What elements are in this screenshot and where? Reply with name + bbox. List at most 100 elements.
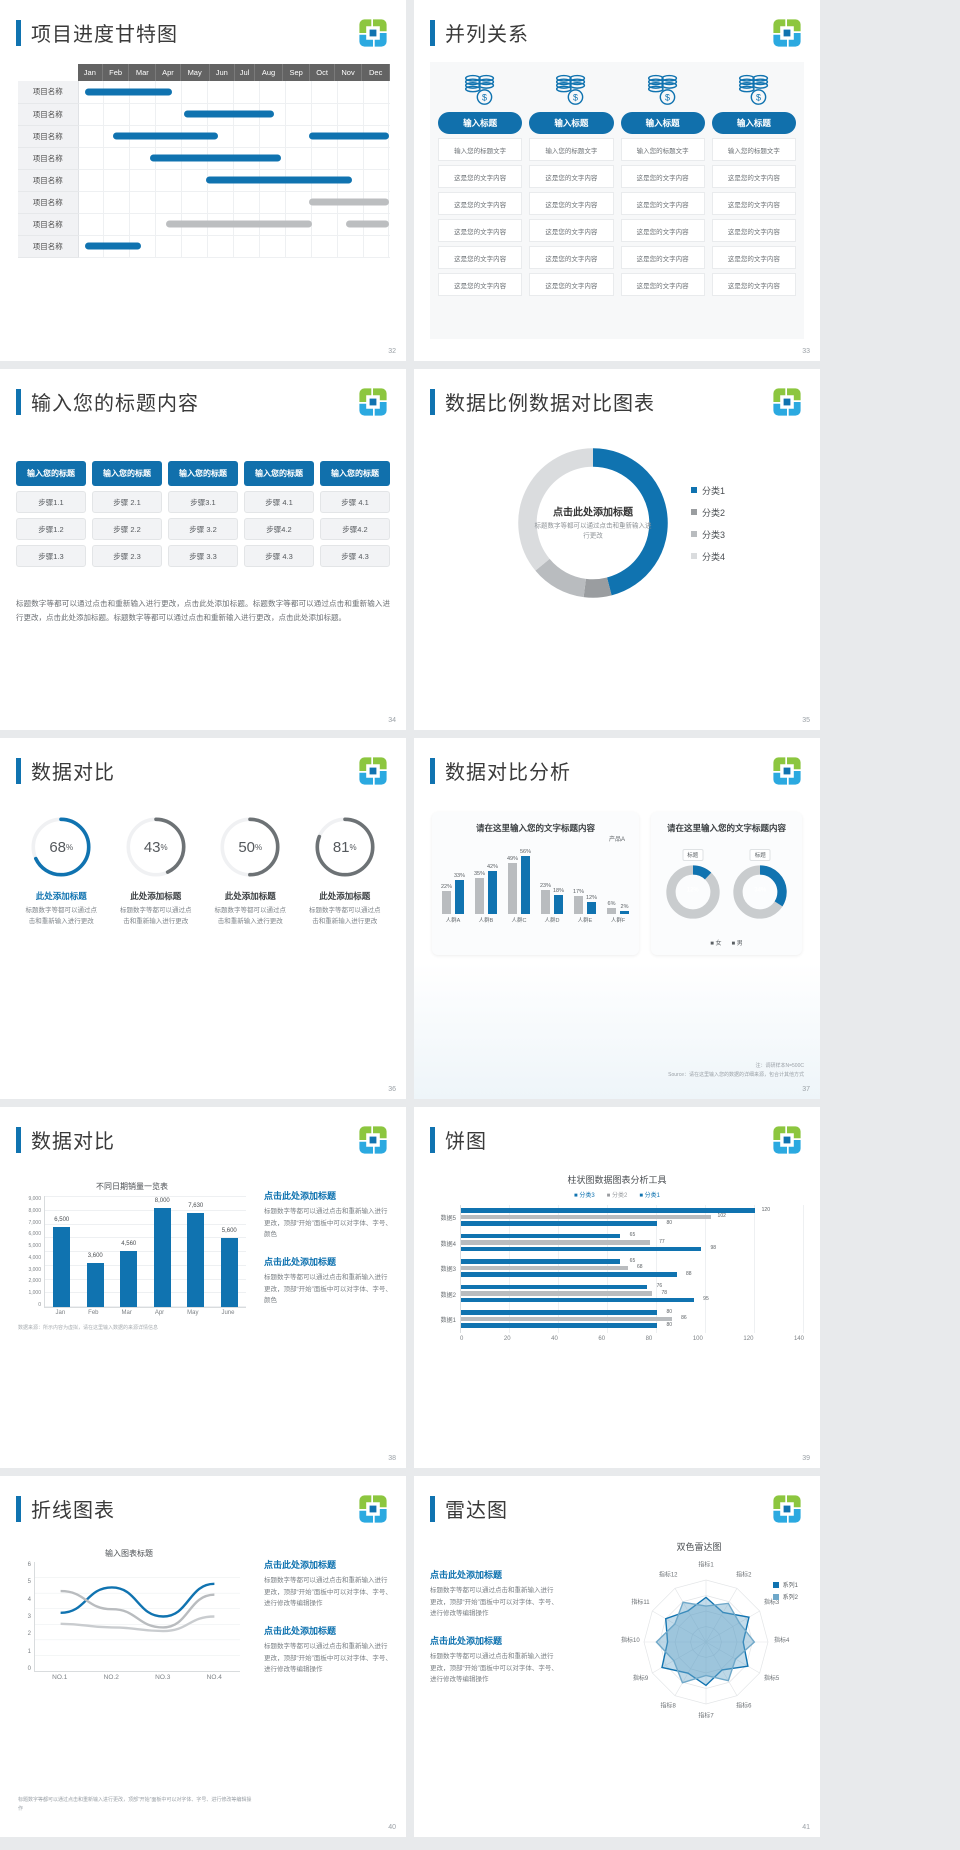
bar[interactable]: 98: [461, 1245, 716, 1251]
slide-thumbnail-40[interactable]: 折线图表 输入图表标题 6 5 4 3 2 1 0 NO.1 NO.2 NO.3 NO.4 点击此…: [0, 1476, 406, 1837]
slide-thumbnail-41[interactable]: 雷达图 双色雷达图 点击此处添加标题 标题数字等都可以通过点击和重新输入进行更改，…: [414, 1476, 820, 1837]
bar[interactable]: 120: [461, 1207, 770, 1213]
parallel-cell[interactable]: 这是您的文字内容: [620, 192, 705, 215]
ring-caption-title[interactable]: 此处添加标题: [130, 891, 182, 901]
parallel-cell[interactable]: 输入您的标题文字: [711, 138, 796, 161]
step-column-header[interactable]: 输入您的标题: [16, 461, 86, 486]
bar-rect[interactable]: [620, 911, 629, 914]
parallel-cell[interactable]: 这是您的文字内容: [529, 165, 614, 188]
parallel-cell[interactable]: 这是您的文字内容: [529, 219, 614, 242]
parallel-cell[interactable]: 这是您的文字内容: [711, 246, 796, 269]
step-box[interactable]: 步骤3.1: [168, 491, 238, 513]
donut-segment[interactable]: [592, 448, 668, 596]
block-title[interactable]: 点击此处添加标题: [264, 1257, 337, 1268]
bar[interactable]: 80: [461, 1322, 672, 1328]
block-title[interactable]: 点击此处添加标题: [430, 1570, 503, 1580]
step-box[interactable]: 步骤 2.2: [92, 518, 162, 540]
step-box[interactable]: 步骤 4.1: [320, 491, 390, 513]
bar-rect[interactable]: [541, 890, 550, 914]
parallel-pill-title[interactable]: 输入标题: [620, 112, 705, 134]
bar[interactable]: 88: [461, 1271, 692, 1277]
parallel-cell[interactable]: 这是您的文字内容: [529, 246, 614, 269]
parallel-cell[interactable]: 这是您的文字内容: [529, 273, 614, 296]
line-series-path[interactable]: [60, 1615, 215, 1633]
line-series-path[interactable]: [60, 1589, 215, 1629]
bar[interactable]: 68: [461, 1264, 643, 1270]
bar-rect[interactable]: [607, 907, 616, 914]
bar[interactable]: 7,630: [187, 1203, 205, 1307]
bar[interactable]: 102: [461, 1213, 726, 1219]
step-box[interactable]: 步骤1.2: [16, 518, 86, 540]
bar[interactable]: 77: [461, 1239, 665, 1245]
legend-item[interactable]: 系列1: [772, 1580, 798, 1589]
radar-series-path[interactable]: [661, 1596, 750, 1687]
line-series-path[interactable]: [60, 1582, 215, 1618]
bar-rect[interactable]: [508, 863, 517, 914]
bar-rect[interactable]: [574, 896, 583, 914]
step-box[interactable]: 步骤 4.1: [244, 491, 314, 513]
ring-caption-title[interactable]: 此处添加标题: [319, 891, 371, 901]
step-column-header[interactable]: 输入您的标题: [168, 461, 238, 486]
step-column-header[interactable]: 输入您的标题: [320, 461, 390, 486]
bar-rect[interactable]: [455, 879, 464, 914]
bar[interactable]: 8,000: [153, 1198, 171, 1307]
step-box[interactable]: 步骤 2.1: [92, 491, 162, 513]
step-box[interactable]: 步骤 3.2: [168, 518, 238, 540]
slide-thumbnail-39[interactable]: 饼图 柱状图数据图表分析工具 ■ 分类3 ■ 分类2 ■ 分类1 数据5 数据4 数据3…: [414, 1107, 820, 1468]
bar-rect[interactable]: [488, 870, 497, 914]
parallel-cell[interactable]: 这是您的文字内容: [711, 165, 796, 188]
step-column-header[interactable]: 输入您的标题: [244, 461, 314, 486]
step-box[interactable]: 步骤 4.3: [244, 545, 314, 567]
bar[interactable]: 80: [461, 1309, 672, 1315]
step-box[interactable]: 步骤4.2: [320, 518, 390, 540]
parallel-cell[interactable]: 这是您的文字内容: [620, 219, 705, 242]
bar-rect[interactable]: [554, 895, 563, 914]
slide-thumbnail-38[interactable]: 数据对比 不同日期销量一览表 9,000 8,000 7,000 6,000 5,000…: [0, 1107, 406, 1468]
parallel-cell[interactable]: 这是您的文字内容: [711, 192, 796, 215]
parallel-cell[interactable]: 这是您的文字内容: [438, 246, 523, 269]
parallel-cell[interactable]: 这是您的文字内容: [711, 219, 796, 242]
radar-series-path[interactable]: [655, 1601, 756, 1684]
bar[interactable]: 4,560: [120, 1241, 138, 1307]
bar-rect[interactable]: [475, 877, 484, 914]
legend-item[interactable]: 分类4: [690, 550, 725, 563]
legend-item[interactable]: 分类2: [690, 506, 725, 519]
bar[interactable]: 76: [461, 1283, 662, 1289]
parallel-cell[interactable]: 这是您的文字内容: [620, 246, 705, 269]
bar-rect[interactable]: [442, 891, 451, 914]
bar[interactable]: 65: [461, 1258, 635, 1264]
bar-rect[interactable]: [587, 901, 596, 914]
parallel-pill-title[interactable]: 输入标题: [711, 112, 796, 134]
bar[interactable]: 86: [461, 1315, 687, 1321]
legend-item[interactable]: ■ 分类1: [639, 1193, 660, 1199]
slide-thumbnail-34[interactable]: 输入您的标题内容 输入您的标题 步骤1.1 步骤1.2 步骤1.3 输入您的标题 步骤 2…: [0, 369, 406, 730]
legend-item[interactable]: 分类3: [690, 528, 725, 541]
parallel-cell[interactable]: 输入您的标题文字: [620, 138, 705, 161]
legend-item[interactable]: ■ 分类3: [574, 1193, 595, 1199]
bar[interactable]: 78: [461, 1290, 667, 1296]
bar[interactable]: 5,600: [220, 1228, 238, 1307]
legend-item[interactable]: ■ 分类2: [606, 1193, 628, 1199]
parallel-cell[interactable]: 这是您的文字内容: [438, 219, 523, 242]
block-title[interactable]: 点击此处添加标题: [264, 1626, 337, 1637]
bar[interactable]: 3,600: [86, 1253, 104, 1307]
parallel-cell[interactable]: 这是您的文字内容: [438, 273, 523, 296]
step-box[interactable]: 步骤1.3: [16, 545, 86, 567]
step-box[interactable]: 步骤1.1: [16, 491, 86, 513]
parallel-cell[interactable]: 这是您的文字内容: [438, 192, 523, 215]
slide-thumbnail-33[interactable]: 并列关系 $ 输入标题 输入您的标题文字 这是您的文字内容 这是您的文字内容 这是您的文字…: [414, 0, 820, 361]
ring-caption-title[interactable]: 此处添加标题: [35, 891, 87, 901]
parallel-cell[interactable]: 这是您的文字内容: [711, 273, 796, 296]
slide-thumbnail-36[interactable]: 数据对比 68% 此处添加标题 标题数字等都可以通过点击和重新输入进行更改 43% 此处…: [0, 738, 406, 1099]
step-column-header[interactable]: 输入您的标题: [92, 461, 162, 486]
parallel-cell[interactable]: 这是您的文字内容: [529, 192, 614, 215]
slide-thumbnail-32[interactable]: 项目进度甘特图 Jan Feb Mar Apr May Jun Jul Aug Sep Oct No…: [0, 0, 406, 361]
bar-rect[interactable]: [521, 856, 530, 914]
legend-item[interactable]: 分类1: [690, 484, 725, 497]
parallel-cell[interactable]: 输入您的标题文字: [438, 138, 523, 161]
parallel-pill-title[interactable]: 输入标题: [529, 112, 614, 134]
parallel-cell[interactable]: 这是您的文字内容: [620, 273, 705, 296]
block-title[interactable]: 点击此处添加标题: [430, 1636, 503, 1647]
slide-thumbnail-37[interactable]: 数据对比分析 请在这里输入您的文字标题内容 22% 33% 35% 42% 49% 56%…: [414, 738, 820, 1099]
bar[interactable]: 6,500: [53, 1217, 71, 1307]
